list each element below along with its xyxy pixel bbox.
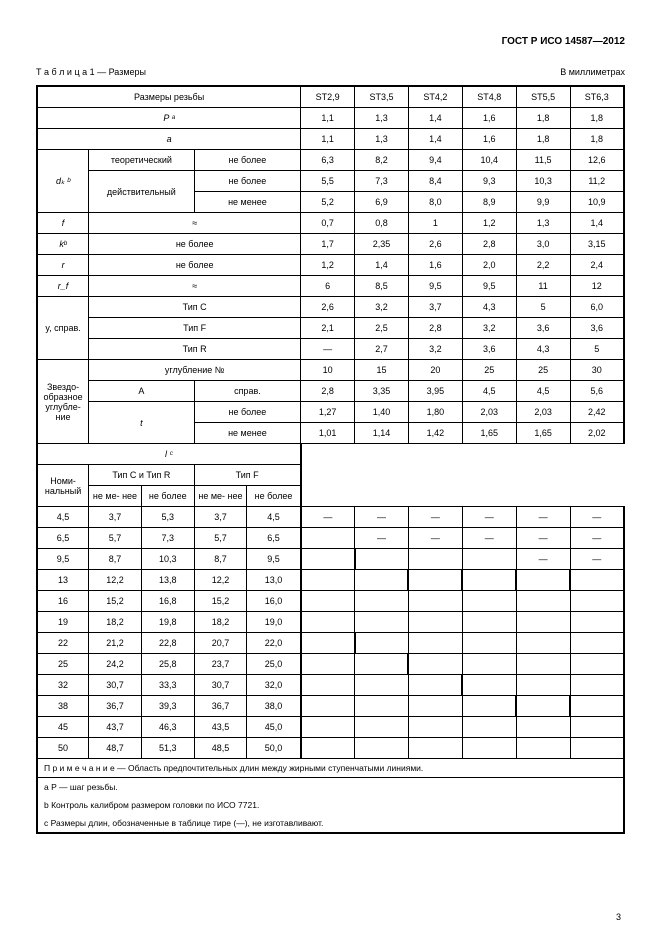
- col-3: ST4,8: [462, 86, 516, 108]
- fn-a-row: a P — шаг резьбы.: [37, 778, 624, 797]
- dk-theor: теоретический: [89, 150, 194, 171]
- table-caption-left: Т а б л и ц а 1 — Размеры: [36, 67, 146, 77]
- fn-b-row: b Контроль калибром размером головки по …: [37, 796, 624, 814]
- table-caption-right: В миллиметрах: [560, 67, 625, 77]
- col-2: ST4,2: [408, 86, 462, 108]
- nom-label: Номи- нальный: [37, 465, 89, 507]
- len-row-45: 4543,746,343,545,0: [37, 717, 624, 738]
- len-row-13: 1312,213,812,213,0: [37, 570, 624, 591]
- row-f: f≈ 0,70,811,21,31,4: [37, 213, 624, 234]
- row-P-label: P ᵃ: [163, 113, 174, 123]
- doc-number: ГОСТ Р ИСО 14587—2012: [36, 36, 625, 47]
- row-rf: r_f≈ 68,59,59,51112: [37, 276, 624, 297]
- len-row-50: 5048,751,348,550,0: [37, 738, 624, 759]
- len-row-9,5: 9,58,710,38,79,5——: [37, 549, 624, 570]
- len-row-19: 1918,219,818,219,0: [37, 612, 624, 633]
- len-row-6,5: 6,55,77,35,76,5—————: [37, 528, 624, 549]
- row-a: a 1,11,31,41,61,81,8: [37, 129, 624, 150]
- len-row-22: 2221,222,820,722,0: [37, 633, 624, 654]
- dimensions-table: Размеры резьбы ST2,9 ST3,5 ST4,2 ST4,8 S…: [36, 85, 625, 834]
- row-star-t-max: tне более 1,271,401,802,032,032,42: [37, 402, 624, 423]
- row-star-A: Aсправ. 2,83,353,954,54,55,6: [37, 381, 624, 402]
- row-P: P ᵃ 1,11,31,41,61,81,8: [37, 108, 624, 129]
- dk-act: действительный: [89, 171, 194, 213]
- len-row-32: 3230,733,330,732,0: [37, 675, 624, 696]
- y-label: y, справ.: [37, 297, 89, 360]
- row-l-hdr: l ᶜ: [37, 444, 624, 465]
- col-1: ST3,5: [355, 86, 409, 108]
- row-y-F: Тип F 2,12,52,83,23,63,6: [37, 318, 624, 339]
- dk-label: dₖ ᵇ: [56, 176, 70, 186]
- star-label: Звездо- образное углубле- ние: [37, 360, 89, 444]
- row-star-ugl: Звездо- образное углубле- ние углубление…: [37, 360, 624, 381]
- col-0: ST2,9: [301, 86, 355, 108]
- row-a-label: a: [167, 134, 172, 144]
- hdr-row: Размеры резьбы ST2,9 ST3,5 ST4,2 ST4,8 S…: [37, 86, 624, 108]
- row-dk-act-max: действительный не более 5,57,38,49,310,3…: [37, 171, 624, 192]
- len-row-38: 3836,739,336,738,0: [37, 696, 624, 717]
- note-row: П р и м е ч а н и е — Область предпочтит…: [37, 759, 624, 778]
- row-kb: kᵇне более 1,72,352,62,83,03,15: [37, 234, 624, 255]
- row-y-C: y, справ. Тип C 2,63,23,74,356,0: [37, 297, 624, 318]
- len-row-4,5: 4,53,75,33,74,5——————: [37, 507, 624, 528]
- table-labels: Т а б л и ц а 1 — Размеры В миллиметрах: [36, 67, 625, 77]
- col-5: ST6,3: [570, 86, 624, 108]
- hdr-size: Размеры резьбы: [37, 86, 301, 108]
- note-text: П р и м е ч а н и е — Область предпочтит…: [37, 759, 624, 778]
- col-4: ST5,5: [516, 86, 570, 108]
- len-row-16: 1615,216,815,216,0: [37, 591, 624, 612]
- row-r: rне более 1,21,41,62,02,22,4: [37, 255, 624, 276]
- page-number: 3: [616, 912, 621, 922]
- l-label: l ᶜ: [165, 449, 173, 459]
- len-row-25: 2524,225,823,725,0: [37, 654, 624, 675]
- row-y-R: Тип R —2,73,23,64,35: [37, 339, 624, 360]
- row-dk-theor: dₖ ᵇ теоретический не более 6,38,29,410,…: [37, 150, 624, 171]
- fn-c-row: c Размеры длин, обозначенные в таблице т…: [37, 814, 624, 833]
